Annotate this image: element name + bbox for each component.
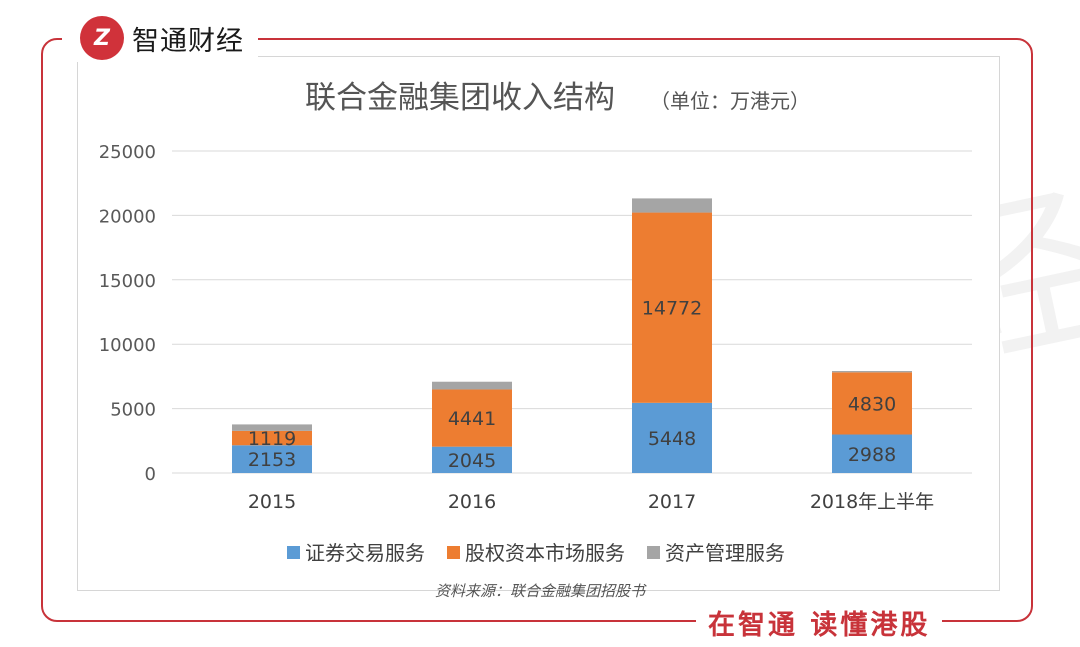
y-axis: 0 5000 10000 15000 20000 25000 <box>99 142 156 485</box>
x-tick-label: 2016 <box>448 491 496 513</box>
legend-swatch <box>287 546 300 559</box>
x-tick-label: 2018年上半年 <box>810 491 934 513</box>
source-note: 资料来源：联合金融集团招股书 <box>434 582 645 600</box>
outer-frame <box>41 38 1033 622</box>
y-tick-label: 20000 <box>99 206 156 227</box>
bar-segment <box>632 402 712 473</box>
brand-name: 智通财经 <box>132 25 244 57</box>
y-tick-label: 0 <box>145 464 156 485</box>
data-label: 2045 <box>448 450 496 472</box>
brand-logo-icon: Z <box>80 16 124 60</box>
bar-segment <box>432 389 512 447</box>
data-label: 2153 <box>248 449 296 471</box>
bar-segment <box>432 446 512 473</box>
y-tick-label: 10000 <box>99 335 156 356</box>
bar-segment <box>832 434 912 473</box>
legend-label: 股权资本市场服务 <box>465 541 625 565</box>
bar-segment <box>432 381 512 390</box>
legend-swatch <box>447 546 460 559</box>
bar-segment <box>832 371 912 373</box>
chart-title-unit: （单位：万港元） <box>650 89 810 113</box>
y-tick-label: 15000 <box>99 271 156 292</box>
x-tick-label: 2017 <box>648 491 696 513</box>
x-axis: 2015 2016 2017 2018年上半年 <box>248 491 934 513</box>
bar-segment <box>232 424 312 431</box>
y-tick-label: 5000 <box>110 400 156 421</box>
data-label: 14772 <box>642 298 702 320</box>
bar-segment <box>232 445 312 473</box>
legend-label: 资产管理服务 <box>665 541 785 565</box>
data-label: 1119 <box>248 428 296 450</box>
legend-label: 证券交易服务 <box>305 541 425 565</box>
brand-header: Z 智通财经 <box>62 14 258 62</box>
brand-slogan: 在智通 读懂港股 <box>708 609 931 641</box>
brand-footer: 在智通 读懂港股 <box>696 600 943 644</box>
legend-swatch <box>647 546 660 559</box>
x-tick-label: 2015 <box>248 491 296 513</box>
chart-title: 联合金融集团收入结构 <box>305 80 615 116</box>
data-label: 5448 <box>648 428 696 450</box>
bar-segment <box>632 198 712 213</box>
y-tick-label: 25000 <box>99 142 156 163</box>
data-label: 2988 <box>848 444 896 466</box>
bar-segment <box>632 212 712 403</box>
bar-segment <box>232 430 312 446</box>
chart-panel <box>77 56 1000 591</box>
data-label: 4830 <box>848 393 896 415</box>
bar-segment <box>832 372 912 435</box>
data-label: 4441 <box>448 408 496 430</box>
legend: 证券交易服务 股权资本市场服务 资产管理服务 <box>287 541 785 565</box>
